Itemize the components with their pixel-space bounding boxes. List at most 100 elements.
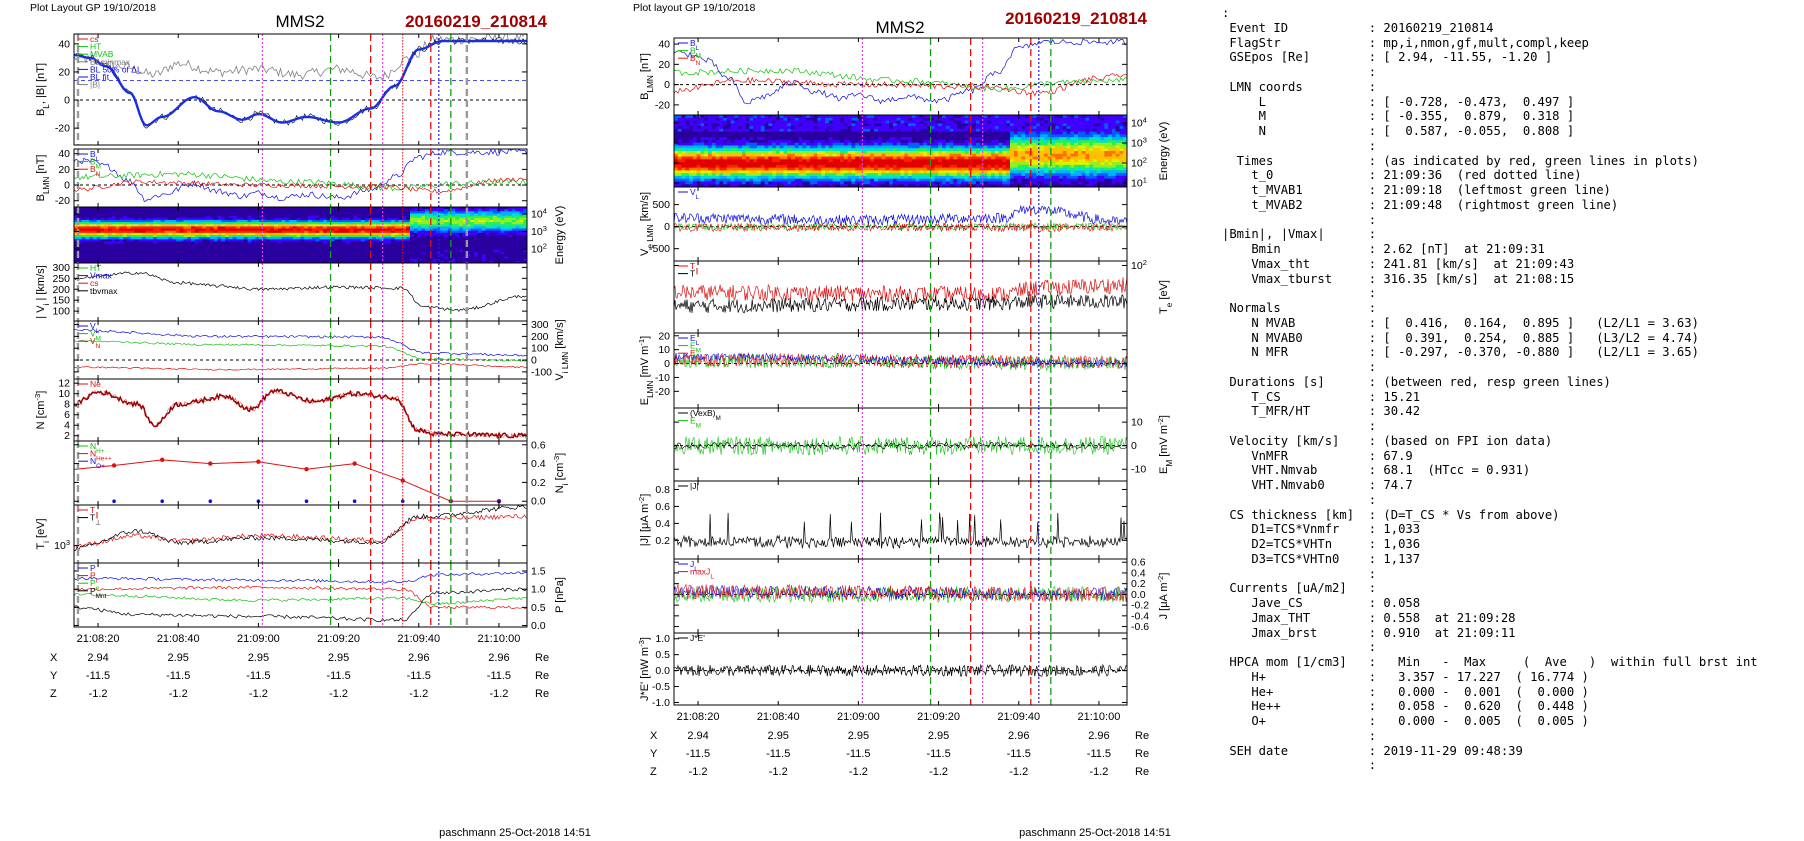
- left-panel-ni: 0.6 0.4 0.2 0.0 Ni [cm-3] NH+NHe++NO+: [73, 439, 570, 508]
- summary-row: SEH date : 2019-11-29 09:48:39: [1222, 744, 1800, 759]
- summary-row: VnMFR : 67.9: [1222, 449, 1800, 464]
- summary-key: T_MFR/HT: [1222, 404, 1369, 419]
- mid-ytick-label: 10: [1131, 417, 1143, 429]
- left-xtick-label: 21:09:00: [237, 633, 280, 645]
- summary-row: :: [1222, 567, 1800, 582]
- mid-pos-value: 2.95: [768, 730, 789, 742]
- left-ytick-label: 0: [531, 355, 537, 367]
- mid-footer: paschmann 25-Oct-2018 14:51: [1019, 827, 1171, 839]
- mid-ylabel: J [μA m-2]: [1156, 573, 1171, 620]
- left-ytick-label: 103: [54, 538, 70, 553]
- summary-value: : [ -0.728, -0.473, 0.497 ]: [1368, 94, 1575, 109]
- left-ytick-label: 40: [58, 38, 70, 50]
- summary-value: : 2019-11-29 09:48:39: [1368, 743, 1523, 758]
- left-legend-label: HT: [90, 263, 101, 273]
- mid-ytick-label: 20: [658, 330, 670, 342]
- summary-row: Durations [s] : (between red, resp green…: [1222, 375, 1800, 390]
- summary-value: :: [1368, 728, 1377, 743]
- left-pos-unit: Re: [535, 688, 549, 700]
- series-te: [674, 293, 1127, 314]
- left-legend-label: PMnt: [90, 586, 107, 600]
- summary-value: : Min - Max ( Ave ) within full brst int: [1368, 655, 1758, 669]
- left-panel-spec: 104 103 102 Energy (eV): [73, 206, 566, 264]
- left-ytick-label: 1.0: [531, 584, 546, 596]
- summary-key: [1222, 213, 1369, 227]
- left-ytick-label: 12: [58, 378, 70, 390]
- left-pos-value: -11.5: [407, 670, 431, 682]
- mid-legend-label: BN: [690, 53, 701, 66]
- summary-key: GSEpos [Re]: [1222, 50, 1369, 65]
- series-vn: [74, 362, 527, 371]
- mid-pos-value: -11.5: [766, 748, 790, 760]
- mid-pos-value: -1.2: [1009, 766, 1028, 778]
- left-ytick-label: 1.5: [531, 566, 546, 578]
- summary-key: VHT.Nmvab0: [1222, 478, 1369, 492]
- series-pe: [74, 592, 527, 605]
- summary-key: [1222, 640, 1369, 654]
- mid-pos-value: 2.94: [687, 730, 708, 742]
- summary-key: SEH date: [1222, 743, 1369, 758]
- summary-row: HPCA mom [1/cm3] : Min - Max ( Ave ) wit…: [1222, 655, 1800, 670]
- mid-ytick-label: 0.0: [655, 665, 670, 677]
- summary-value: :: [1368, 758, 1377, 773]
- mid-pos-value: 2.95: [848, 730, 869, 742]
- mid-panel-frame: [673, 480, 1128, 560]
- summary-key: :: [1222, 6, 1230, 20]
- mid-ytick-label: 0.6: [655, 501, 670, 513]
- summary-row: t_0 : 21:09:36 (red dotted line): [1222, 168, 1800, 183]
- mid-ytick-label: 0.2: [655, 535, 670, 547]
- mid-ylabel: ELMN [mV m-1]: [637, 336, 655, 406]
- summary-value: :: [1368, 492, 1377, 507]
- left-xtick-label: 21:09:20: [317, 633, 360, 645]
- left-panel-frame: [73, 262, 528, 322]
- mid-ylabel: BLMN [nT]: [639, 53, 655, 100]
- mid-ytick-label: 103: [1131, 135, 1147, 150]
- left-ytick-label: 0: [64, 95, 70, 107]
- summary-key: N: [1222, 124, 1369, 138]
- summary-row: He++ : 0.058 - 0.620 ( 0.448 ): [1222, 699, 1800, 714]
- mid-pos-label: X: [650, 730, 658, 742]
- series-pmnt: [74, 587, 527, 622]
- summary-key: M: [1222, 109, 1369, 124]
- summary-key: Jmax_THT: [1222, 610, 1369, 625]
- summary-row: N MVAB0 : [ 0.391, 0.254, 0.885 ] (L3/L2…: [1222, 331, 1800, 346]
- summary-value: :: [1368, 360, 1377, 374]
- summary-row: T_MFR/HT : 30.42: [1222, 404, 1800, 419]
- event-summary-listing: : Event ID : 20160219_210814 FlagStr : m…: [1222, 6, 1800, 786]
- left-ylabel: Ti [eV]: [35, 518, 51, 549]
- summary-value: : 68.1 (HTcc = 0.931): [1368, 463, 1531, 478]
- left-legend-label: BL 50% of ΔL: [90, 64, 142, 74]
- left-legend-label: T∥: [90, 505, 98, 519]
- summary-row: :: [1222, 640, 1800, 655]
- mid-ytick-label: 104: [1131, 115, 1147, 130]
- left-ytick-label: 200: [52, 284, 70, 296]
- mid-pos-unit: Re: [1135, 730, 1149, 742]
- summary-key: Vmax_tburst: [1222, 271, 1369, 286]
- left-ylabel: Ni [cm-3]: [552, 453, 570, 493]
- summary-row: Vmax_tht : 241.81 [km/s] at 21:09:43: [1222, 257, 1800, 272]
- left-legend-label: NH+: [90, 441, 105, 455]
- summary-row: t_MVAB1 : 21:09:18 (leftmost green line): [1222, 183, 1800, 198]
- summary-row: N MFR : [ -0.297, -0.370, -0.880 ] (L2/L…: [1222, 345, 1800, 360]
- left-pos-value: 2.95: [168, 652, 189, 664]
- mid-pos-value: 2.96: [1008, 730, 1029, 742]
- summary-key: Jmax_brst: [1222, 625, 1369, 640]
- series-je: [674, 663, 1127, 678]
- summary-value: : [ 0.587, -0.055, 0.808 ]: [1368, 124, 1575, 138]
- summary-value: : 0.058 - 0.620 ( 0.448 ): [1368, 699, 1589, 714]
- left-event: 20160219_210814: [405, 12, 547, 31]
- mid-ytick-label: -20: [655, 386, 670, 398]
- summary-value: : 1,137: [1368, 551, 1421, 566]
- mid-ylabel: Energy (eV): [1158, 122, 1170, 181]
- left-pos-value: -1.2: [409, 688, 428, 700]
- left-ytick-label: 300: [52, 262, 70, 274]
- summary-value: : 67.9: [1368, 448, 1413, 463]
- summary-row: Jmax_brst : 0.910 at 21:09:11: [1222, 626, 1800, 641]
- mid-pos-value: -11.5: [1007, 748, 1031, 760]
- mid-legend-label: T∥: [690, 261, 698, 275]
- summary-value: : [ 0.391, 0.254, 0.885 ] (L3/L2 = 4.74): [1368, 330, 1699, 345]
- summary-value: : 2.62 [nT] at 21:09:31: [1368, 242, 1545, 256]
- summary-row: :: [1222, 729, 1800, 744]
- series-ve-l: [674, 205, 1127, 227]
